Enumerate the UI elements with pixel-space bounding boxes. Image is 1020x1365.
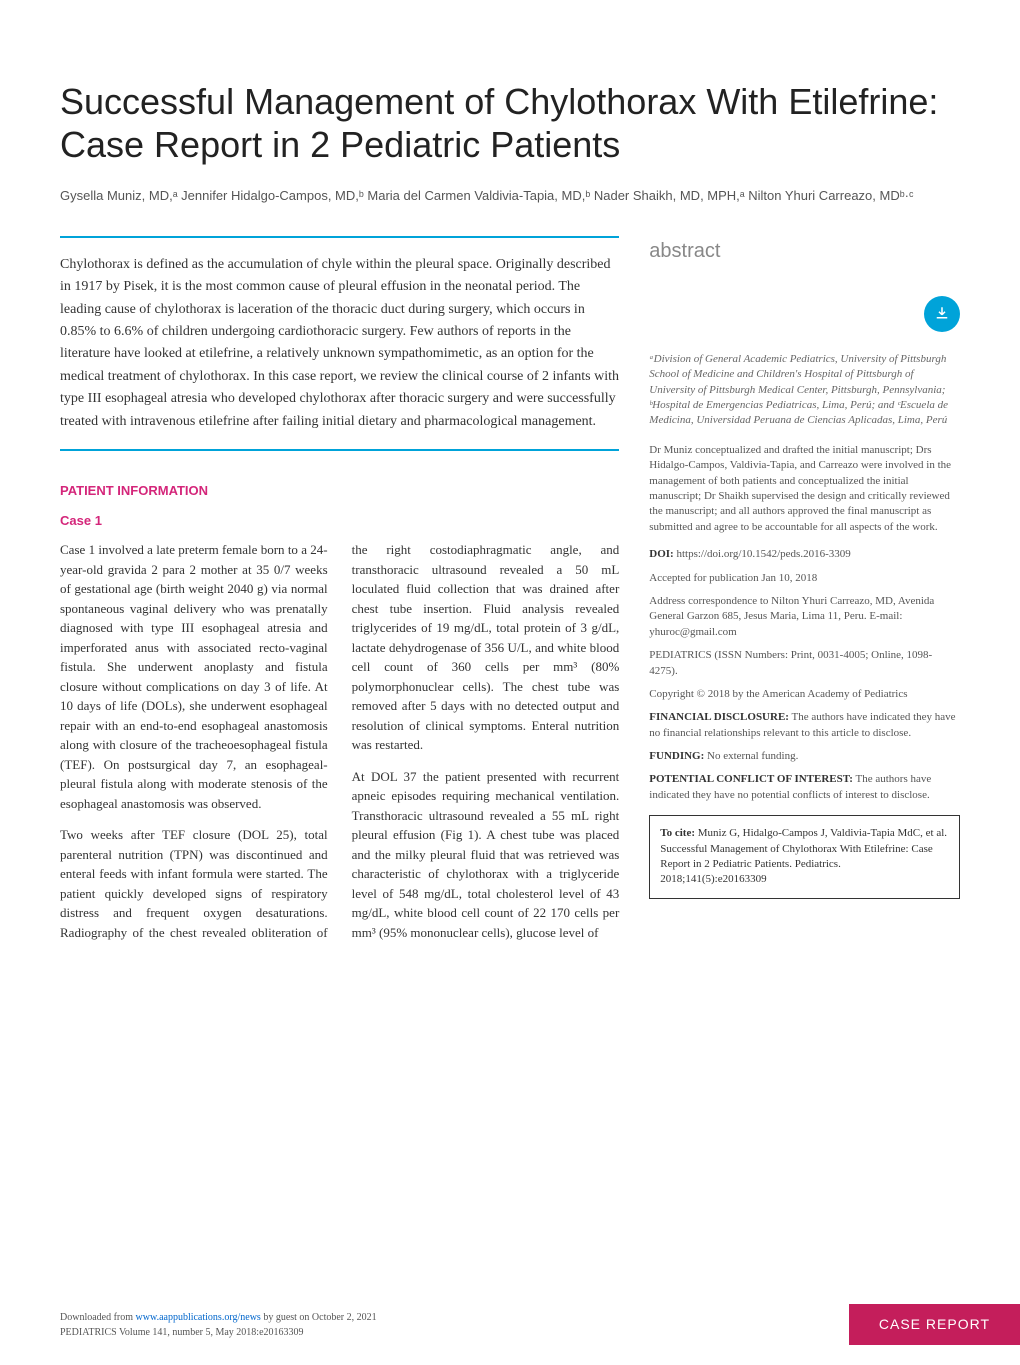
doi-line: DOI: https://doi.org/10.1542/peds.2016-3…	[649, 547, 960, 562]
article-title: Successful Management of Chylothorax Wit…	[60, 80, 960, 166]
financial-label: FINANCIAL DISCLOSURE:	[649, 711, 789, 723]
funding: FUNDING: No external funding.	[649, 749, 960, 764]
affiliations: ᵃDivision of General Academic Pediatrics…	[649, 352, 960, 429]
conflict-label: POTENTIAL CONFLICT OF INTEREST:	[649, 773, 853, 785]
cite-label: To cite:	[660, 827, 695, 839]
footer-link[interactable]: www.aappublications.org/news	[136, 1312, 261, 1323]
issn: PEDIATRICS (ISSN Numbers: Print, 0031-40…	[649, 648, 960, 679]
cite-text: Muniz G, Hidalgo-Campos J, Valdivia-Tapi…	[660, 827, 947, 885]
author-contributions: Dr Muniz conceptualized and drafted the …	[649, 443, 960, 535]
footer-info: Downloaded from www.aappublications.org/…	[60, 1310, 377, 1340]
case-report-badge: CASE REPORT	[849, 1304, 1020, 1345]
conflict-of-interest: POTENTIAL CONFLICT OF INTEREST: The auth…	[649, 772, 960, 803]
financial-disclosure: FINANCIAL DISCLOSURE: The authors have i…	[649, 710, 960, 741]
footer-guest-text: by guest on October 2, 2021	[261, 1312, 377, 1323]
doi-label: DOI:	[649, 548, 673, 560]
body-text: Case 1 involved a late preterm female bo…	[60, 540, 619, 948]
section-heading-patient-info: PATIENT INFORMATION	[60, 481, 619, 501]
footer-download-text: Downloaded from	[60, 1312, 136, 1323]
doi-value: https://doi.org/10.1542/peds.2016-3309	[676, 548, 850, 560]
copyright: Copyright © 2018 by the American Academy…	[649, 687, 960, 702]
author-list: Gysella Muniz, MD,ᵃ Jennifer Hidalgo-Cam…	[60, 186, 960, 206]
funding-text: No external funding.	[707, 750, 798, 762]
correspondence: Address correspondence to Nilton Yhuri C…	[649, 594, 960, 640]
citation-box: To cite: Muniz G, Hidalgo-Campos J, Vald…	[649, 815, 960, 899]
download-icon[interactable]	[924, 296, 960, 332]
abstract-label: abstract	[649, 236, 960, 266]
body-paragraph: At DOL 37 the patient presented with rec…	[352, 767, 620, 943]
abstract-text: Chylothorax is defined as the accumulati…	[60, 236, 619, 451]
funding-label: FUNDING:	[649, 750, 704, 762]
footer-journal: PEDIATRICS Volume 141, number 5, May 201…	[60, 1325, 377, 1340]
body-paragraph: Case 1 involved a late preterm female bo…	[60, 540, 328, 813]
case-heading: Case 1	[60, 511, 619, 531]
accepted-date: Accepted for publication Jan 10, 2018	[649, 571, 960, 586]
